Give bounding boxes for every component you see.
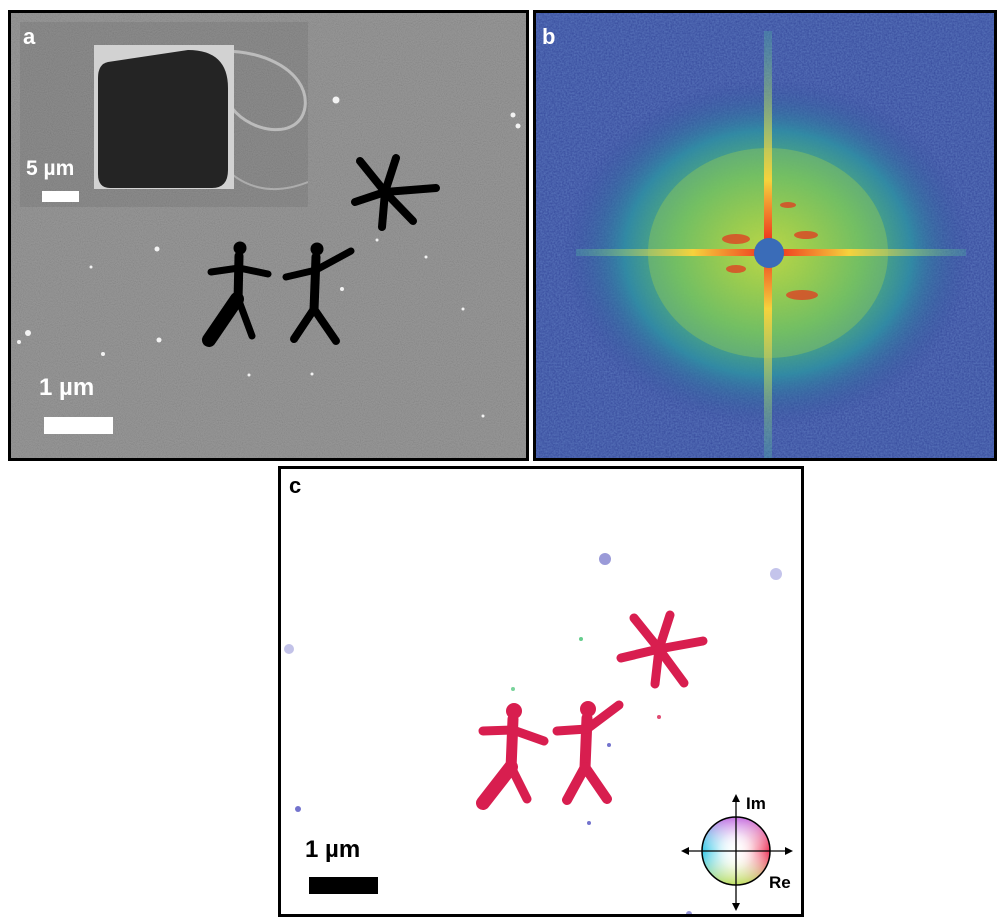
sem-star-figure — [351, 154, 440, 231]
reconstructed-star-figure — [616, 610, 708, 689]
diffraction-image — [536, 13, 994, 458]
sem-human-figure-right — [282, 242, 355, 345]
inset-scale-label: 5 µm — [26, 157, 75, 180]
reconstructed-human-figure-left — [476, 703, 549, 810]
panel-c-scale-label: 1 µm — [305, 836, 361, 863]
inset-scale-bar — [42, 191, 79, 202]
panel-a-scale-bar — [44, 417, 113, 434]
panel-c-label: c — [289, 473, 302, 498]
sem-particles — [17, 96, 521, 418]
sem-human-figure-left — [202, 241, 272, 347]
imaginary-axis-label: Im — [746, 794, 766, 813]
diffraction-hot-spots — [722, 202, 818, 300]
reconstructed-human-figure-right — [552, 700, 624, 805]
panel-c-scale-bar — [309, 877, 378, 894]
panel-a-label: a — [23, 24, 36, 49]
panel-b-diffraction-pattern: b — [533, 10, 997, 461]
sem-inset-image: 5 µm — [20, 22, 308, 207]
panel-c-reconstruction: c 1 µm Im Re — [278, 466, 804, 917]
reconstruction-specks — [284, 553, 782, 914]
panel-a-scale-label: 1 µm — [39, 374, 95, 401]
panel-a-sem-image: 5 µm a 1 µm — [8, 10, 529, 461]
beam-stop — [754, 238, 784, 268]
sem-inset-drawing — [20, 22, 308, 207]
real-axis-label: Re — [769, 873, 791, 892]
panel-b-label: b — [542, 24, 556, 49]
reconstruction-image — [284, 553, 793, 914]
complex-plane-color-wheel — [681, 794, 793, 911]
